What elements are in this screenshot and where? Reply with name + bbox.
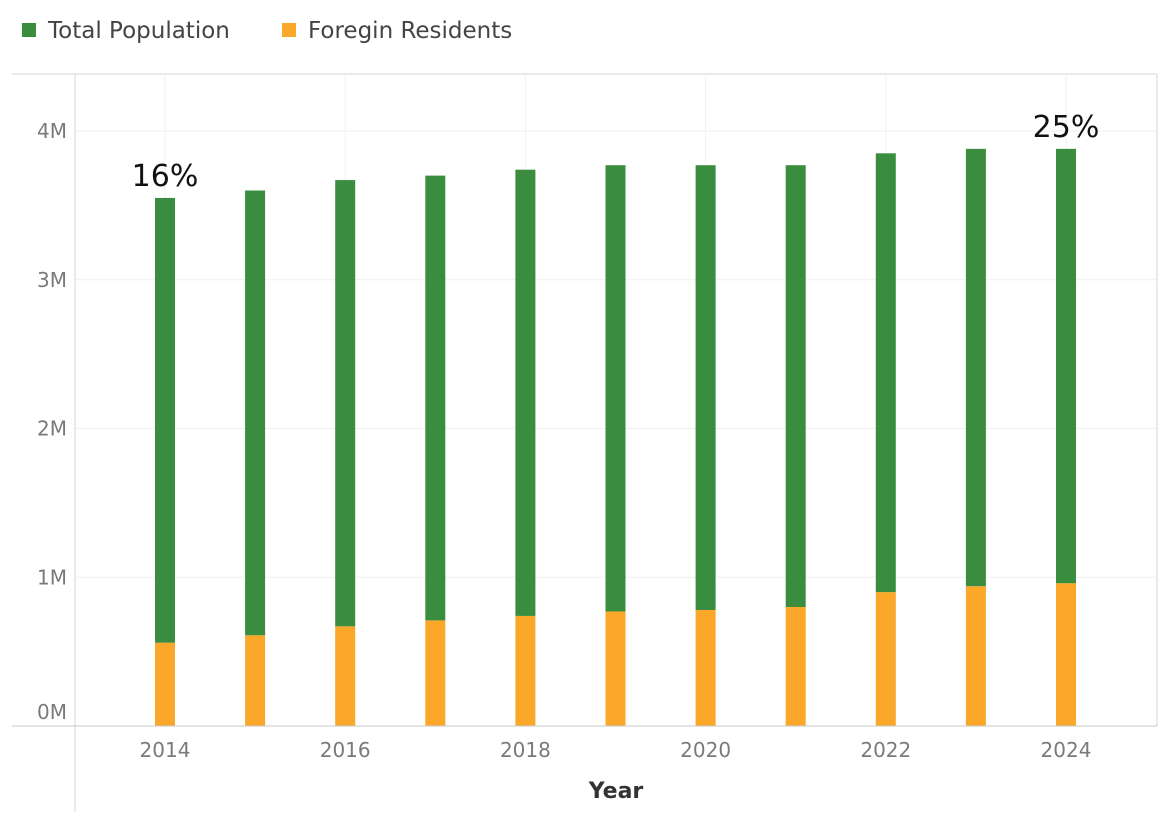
bar-total-population-2023: [965, 148, 986, 587]
axes: 0M 1M 2M 3M 4M 2014 2016 2018 2020 2022 2024 Year: [12, 119, 1157, 804]
legend-swatch: [22, 23, 36, 37]
annotation-label: 25%: [1033, 110, 1100, 145]
bar-foregin-residents-2020: [695, 609, 716, 726]
y-tick-label: 4M: [37, 119, 67, 143]
x-tick-label: 2024: [1041, 738, 1092, 762]
legend-item-foregin-residents: Foregin Residents: [282, 18, 512, 44]
bar-total-population-2018: [515, 169, 536, 616]
bar-foregin-residents-2014: [155, 642, 175, 726]
bar-foregin-residents-2018: [515, 615, 536, 726]
legend-label: Total Population: [47, 18, 230, 44]
bars: [155, 148, 1076, 726]
bar-total-population-2014: [155, 197, 175, 643]
bar-foregin-residents-2022: [875, 592, 896, 726]
legend: Total Population Foregin Residents: [22, 18, 512, 44]
x-tick-label: 2022: [860, 738, 911, 762]
y-tick-label: 3M: [37, 268, 67, 292]
y-tick-label: 1M: [37, 565, 67, 589]
y-tick-label: 0M: [37, 700, 67, 724]
bar-total-population-2016: [335, 180, 356, 627]
bar-foregin-residents-2016: [335, 626, 356, 726]
x-axis-title: Year: [588, 779, 644, 804]
legend-swatch: [282, 23, 296, 37]
bar-total-population-2020: [695, 165, 716, 610]
bar-foregin-residents-2024: [1056, 583, 1076, 726]
bar-foregin-residents-2021: [785, 607, 806, 726]
bar-total-population-2017: [425, 175, 446, 621]
bar-foregin-residents-2023: [965, 586, 986, 726]
bar-total-population-2022: [875, 153, 896, 593]
plot-frame: [12, 73, 1158, 812]
y-tick-label: 2M: [37, 417, 67, 441]
bar-foregin-residents-2017: [425, 620, 446, 726]
x-tick-label: 2016: [320, 738, 371, 762]
annotation-label: 16%: [132, 159, 199, 194]
bar-total-population-2015: [245, 190, 266, 636]
x-tick-label: 2020: [680, 738, 731, 762]
x-tick-label: 2018: [500, 738, 551, 762]
legend-label: Foregin Residents: [308, 18, 512, 44]
bar-total-population-2021: [785, 165, 806, 607]
x-tick-label: 2014: [140, 738, 191, 762]
legend-item-total-population: Total Population: [22, 18, 230, 44]
bar-total-population-2024: [1056, 148, 1076, 584]
bar-foregin-residents-2019: [605, 611, 626, 726]
annotations: 16% 25%: [132, 110, 1100, 194]
bar-total-population-2019: [605, 165, 626, 612]
bar-foregin-residents-2015: [245, 635, 266, 726]
